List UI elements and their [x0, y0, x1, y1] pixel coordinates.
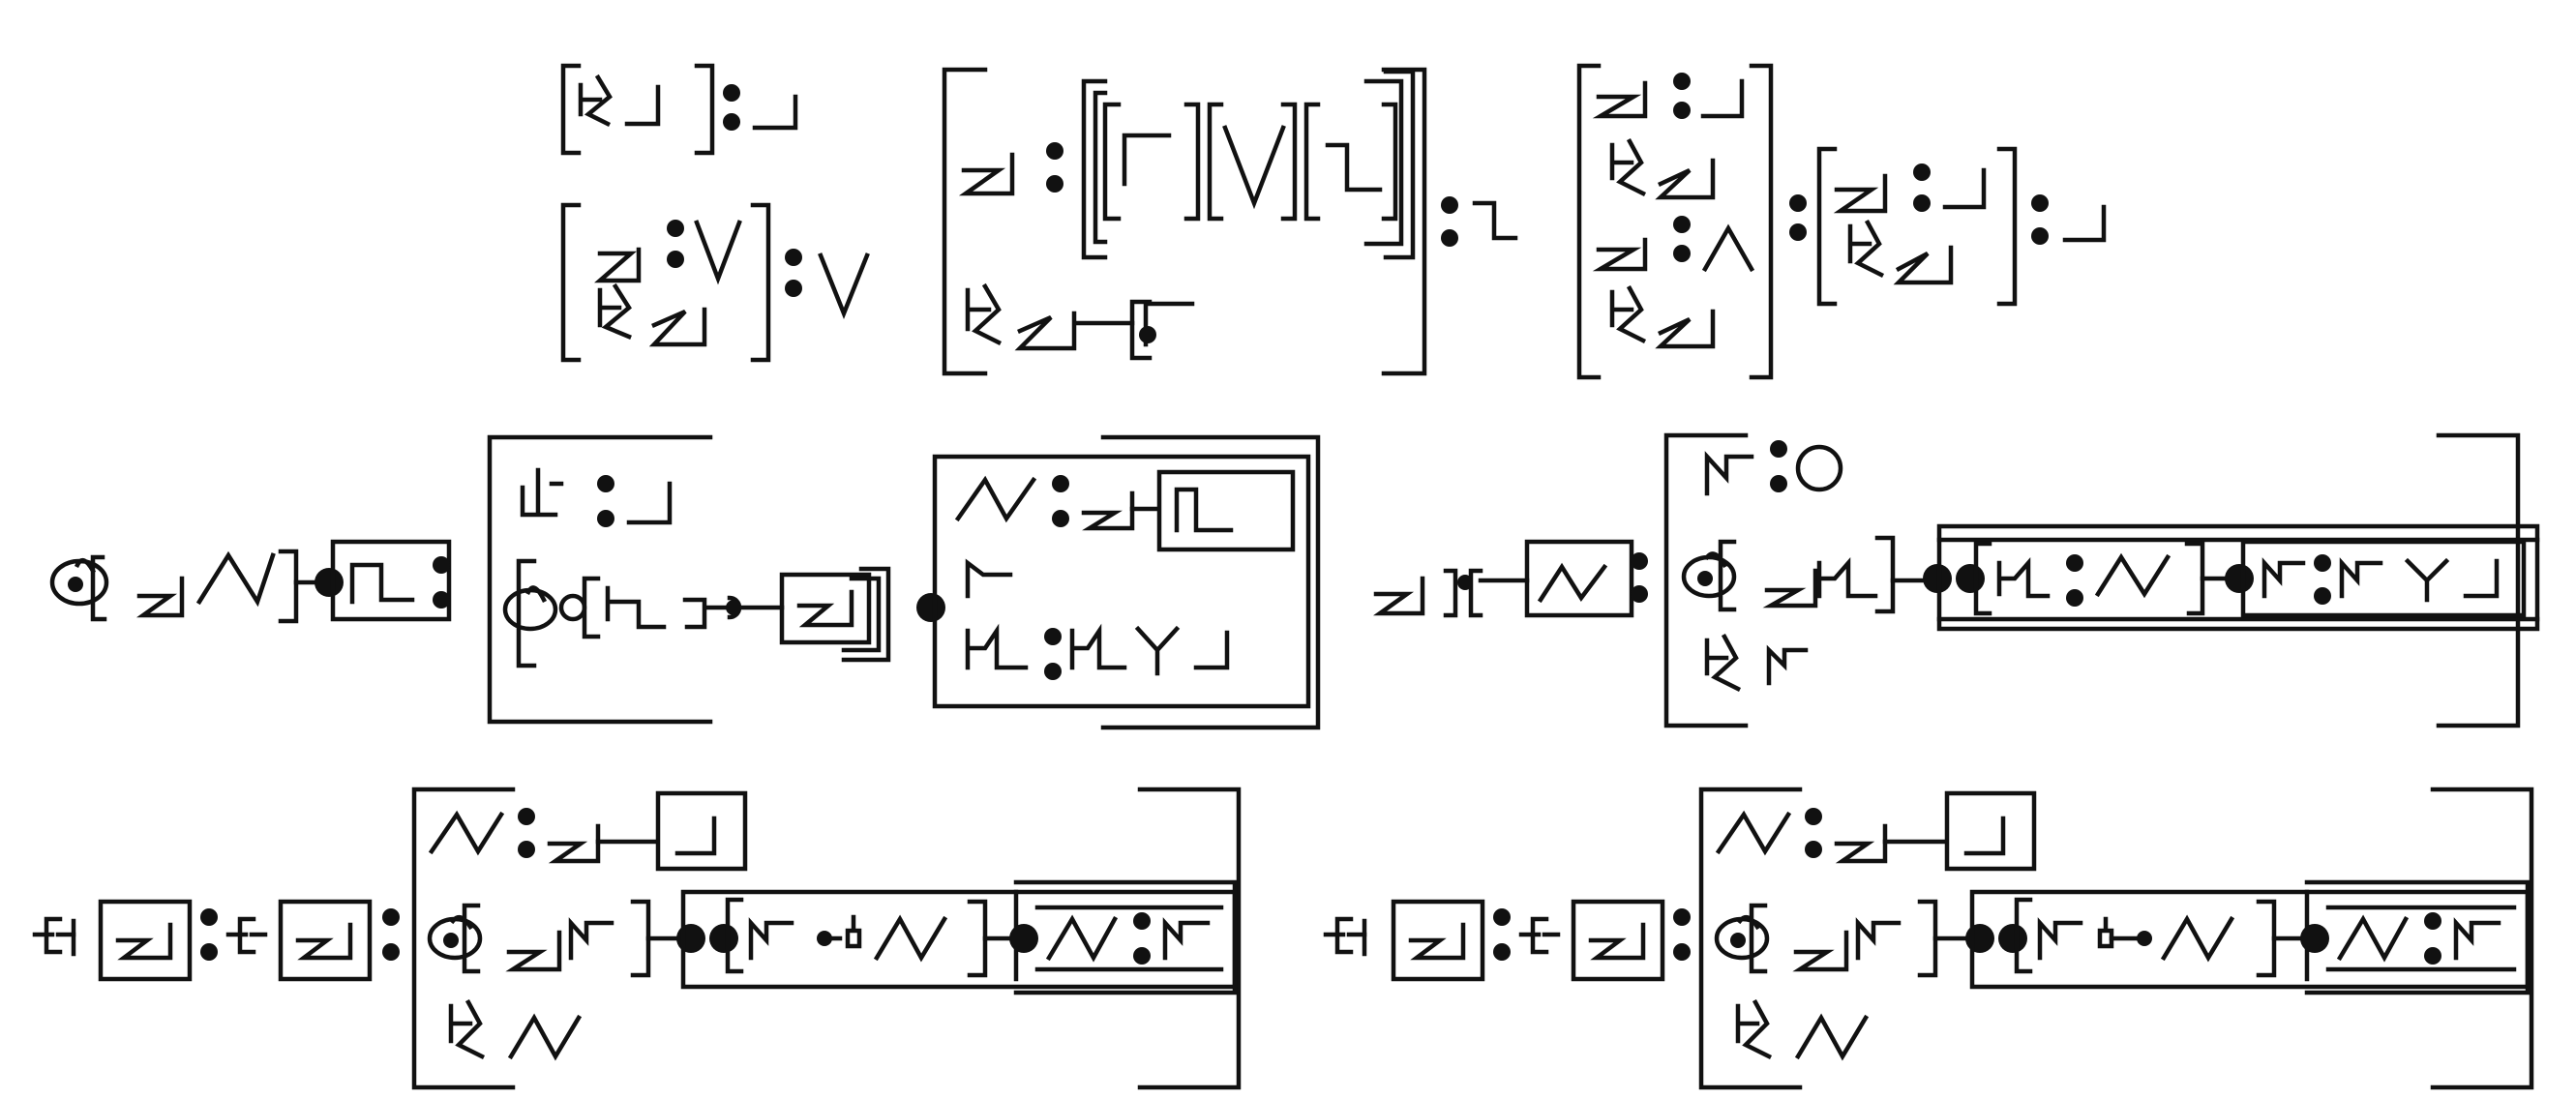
bracket-group-c	[1576, 63, 2107, 380]
zigzag-glyph-icon	[594, 247, 642, 283]
row-2	[49, 432, 2540, 730]
bracket-group-a	[560, 63, 870, 363]
fork-glyph-icon	[2404, 557, 2450, 603]
chain-bottom-right	[1323, 787, 2534, 1090]
chain-with-box-right	[1372, 432, 2540, 728]
swirl-glyph-icon	[502, 585, 558, 632]
swirl-glyph-icon	[49, 557, 109, 607]
swirl-glyph-icon	[1681, 551, 1737, 599]
mountain-glyph-icon	[954, 475, 1037, 523]
rune-glyph-icon	[965, 282, 1003, 346]
rune-glyph-icon	[578, 74, 613, 128]
chain-bottom-left	[32, 787, 1242, 1090]
rune-glyph-icon	[597, 282, 632, 340]
bracket-group-b	[942, 67, 1518, 376]
swirl-glyph-icon	[1714, 914, 1770, 961]
mountain-glyph-icon	[1794, 1013, 1870, 1061]
circle-glyph-icon	[1795, 444, 1843, 492]
row-3	[32, 787, 2534, 1090]
row-1	[560, 63, 2107, 380]
swirl-glyph-icon	[427, 914, 483, 961]
chain-with-box-left	[49, 434, 1321, 730]
connector-dot-icon	[315, 568, 344, 597]
mountain-glyph-icon	[507, 1013, 583, 1061]
colon-icon	[723, 84, 740, 102]
connector-dot-icon	[1139, 326, 1156, 343]
mountain-glyph-icon	[1715, 810, 1792, 856]
zigzag-glyph-icon	[958, 152, 1015, 196]
mountain-glyph-icon	[428, 810, 505, 856]
